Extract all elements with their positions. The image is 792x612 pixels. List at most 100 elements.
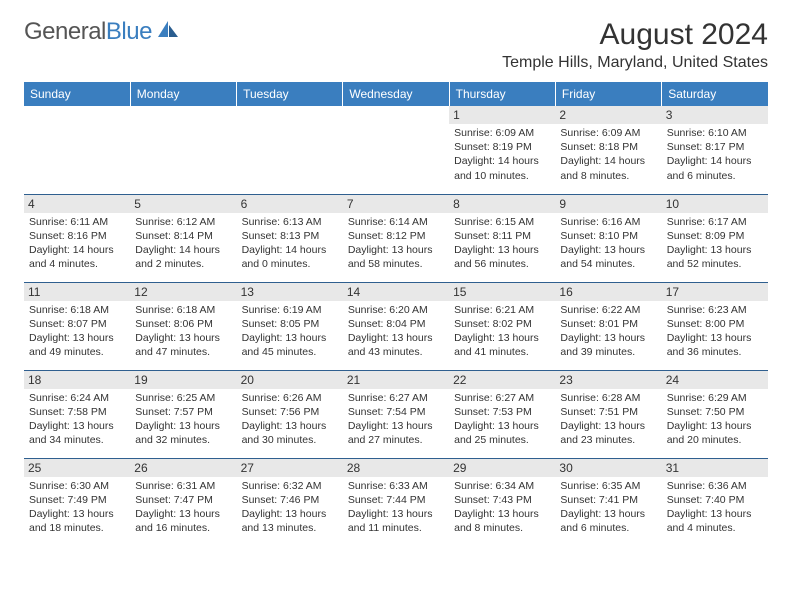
sunrise-text: Sunrise: 6:23 AM bbox=[667, 303, 763, 317]
daylight-text: Daylight: 13 hours bbox=[348, 419, 444, 433]
day-number: 18 bbox=[24, 371, 130, 389]
weekday-header-row: Sunday Monday Tuesday Wednesday Thursday… bbox=[24, 82, 768, 106]
day-number: 14 bbox=[343, 283, 449, 301]
day-number: 23 bbox=[555, 371, 661, 389]
sunrise-text: Sunrise: 6:09 AM bbox=[560, 126, 656, 140]
sunrise-text: Sunrise: 6:15 AM bbox=[454, 215, 550, 229]
sunset-text: Sunset: 7:41 PM bbox=[560, 493, 656, 507]
calendar-cell: 29Sunrise: 6:34 AMSunset: 7:43 PMDayligh… bbox=[449, 458, 555, 546]
calendar-cell: 10Sunrise: 6:17 AMSunset: 8:09 PMDayligh… bbox=[662, 194, 768, 282]
daylight-text: Daylight: 14 hours bbox=[135, 243, 231, 257]
day-number: 29 bbox=[449, 459, 555, 477]
calendar-cell: 17Sunrise: 6:23 AMSunset: 8:00 PMDayligh… bbox=[662, 282, 768, 370]
calendar-table: Sunday Monday Tuesday Wednesday Thursday… bbox=[24, 82, 768, 546]
calendar-cell: 16Sunrise: 6:22 AMSunset: 8:01 PMDayligh… bbox=[555, 282, 661, 370]
sunrise-text: Sunrise: 6:32 AM bbox=[242, 479, 338, 493]
daylight-text: Daylight: 14 hours bbox=[242, 243, 338, 257]
daylight-text: and 16 minutes. bbox=[135, 521, 231, 535]
daylight-text: and 10 minutes. bbox=[454, 169, 550, 183]
sunset-text: Sunset: 8:02 PM bbox=[454, 317, 550, 331]
daylight-text: and 27 minutes. bbox=[348, 433, 444, 447]
calendar-cell: 31Sunrise: 6:36 AMSunset: 7:40 PMDayligh… bbox=[662, 458, 768, 546]
logo-text-a: General bbox=[24, 18, 106, 46]
sunrise-text: Sunrise: 6:34 AM bbox=[454, 479, 550, 493]
daylight-text: Daylight: 13 hours bbox=[454, 331, 550, 345]
daylight-text: Daylight: 13 hours bbox=[560, 507, 656, 521]
calendar-cell: 28Sunrise: 6:33 AMSunset: 7:44 PMDayligh… bbox=[343, 458, 449, 546]
sunset-text: Sunset: 8:04 PM bbox=[348, 317, 444, 331]
daylight-text: and 8 minutes. bbox=[454, 521, 550, 535]
sunrise-text: Sunrise: 6:22 AM bbox=[560, 303, 656, 317]
sunset-text: Sunset: 7:50 PM bbox=[667, 405, 763, 419]
sunrise-text: Sunrise: 6:26 AM bbox=[242, 391, 338, 405]
calendar-cell: 23Sunrise: 6:28 AMSunset: 7:51 PMDayligh… bbox=[555, 370, 661, 458]
day-number: 6 bbox=[237, 195, 343, 213]
daylight-text: Daylight: 13 hours bbox=[29, 331, 125, 345]
logo-text-b: Blue bbox=[106, 18, 152, 46]
day-number: 8 bbox=[449, 195, 555, 213]
title-block: August 2024 Temple Hills, Maryland, Unit… bbox=[502, 18, 768, 72]
sunset-text: Sunset: 7:53 PM bbox=[454, 405, 550, 419]
daylight-text: and 52 minutes. bbox=[667, 257, 763, 271]
day-number: 10 bbox=[662, 195, 768, 213]
sunset-text: Sunset: 8:00 PM bbox=[667, 317, 763, 331]
sunrise-text: Sunrise: 6:28 AM bbox=[560, 391, 656, 405]
day-number: 21 bbox=[343, 371, 449, 389]
day-number: 3 bbox=[662, 106, 768, 124]
calendar-cell: 18Sunrise: 6:24 AMSunset: 7:58 PMDayligh… bbox=[24, 370, 130, 458]
daylight-text: and 23 minutes. bbox=[560, 433, 656, 447]
sunrise-text: Sunrise: 6:14 AM bbox=[348, 215, 444, 229]
daylight-text: and 20 minutes. bbox=[667, 433, 763, 447]
weekday-header: Friday bbox=[555, 82, 661, 106]
weekday-header: Thursday bbox=[449, 82, 555, 106]
calendar-cell: 9Sunrise: 6:16 AMSunset: 8:10 PMDaylight… bbox=[555, 194, 661, 282]
daylight-text: and 58 minutes. bbox=[348, 257, 444, 271]
daylight-text: and 43 minutes. bbox=[348, 345, 444, 359]
calendar-cell: 20Sunrise: 6:26 AMSunset: 7:56 PMDayligh… bbox=[237, 370, 343, 458]
sunrise-text: Sunrise: 6:16 AM bbox=[560, 215, 656, 229]
sunrise-text: Sunrise: 6:27 AM bbox=[348, 391, 444, 405]
day-number: 17 bbox=[662, 283, 768, 301]
day-number: 28 bbox=[343, 459, 449, 477]
header: GeneralBlue August 2024 Temple Hills, Ma… bbox=[24, 18, 768, 72]
day-number: 1 bbox=[449, 106, 555, 124]
sunset-text: Sunset: 8:16 PM bbox=[29, 229, 125, 243]
daylight-text: and 0 minutes. bbox=[242, 257, 338, 271]
calendar-cell: 6Sunrise: 6:13 AMSunset: 8:13 PMDaylight… bbox=[237, 194, 343, 282]
day-number: 11 bbox=[24, 283, 130, 301]
calendar-cell: 5Sunrise: 6:12 AMSunset: 8:14 PMDaylight… bbox=[130, 194, 236, 282]
calendar-cell: 21Sunrise: 6:27 AMSunset: 7:54 PMDayligh… bbox=[343, 370, 449, 458]
calendar-row: 18Sunrise: 6:24 AMSunset: 7:58 PMDayligh… bbox=[24, 370, 768, 458]
daylight-text: Daylight: 13 hours bbox=[29, 419, 125, 433]
sunset-text: Sunset: 7:57 PM bbox=[135, 405, 231, 419]
daylight-text: Daylight: 13 hours bbox=[135, 331, 231, 345]
daylight-text: and 34 minutes. bbox=[29, 433, 125, 447]
sunset-text: Sunset: 8:06 PM bbox=[135, 317, 231, 331]
sunrise-text: Sunrise: 6:27 AM bbox=[454, 391, 550, 405]
sunrise-text: Sunrise: 6:09 AM bbox=[454, 126, 550, 140]
calendar-cell: 27Sunrise: 6:32 AMSunset: 7:46 PMDayligh… bbox=[237, 458, 343, 546]
sunset-text: Sunset: 7:40 PM bbox=[667, 493, 763, 507]
calendar-cell: 1Sunrise: 6:09 AMSunset: 8:19 PMDaylight… bbox=[449, 106, 555, 194]
daylight-text: Daylight: 14 hours bbox=[29, 243, 125, 257]
calendar-cell: 7Sunrise: 6:14 AMSunset: 8:12 PMDaylight… bbox=[343, 194, 449, 282]
day-number: 5 bbox=[130, 195, 236, 213]
calendar-cell: 25Sunrise: 6:30 AMSunset: 7:49 PMDayligh… bbox=[24, 458, 130, 546]
calendar-row: 25Sunrise: 6:30 AMSunset: 7:49 PMDayligh… bbox=[24, 458, 768, 546]
daylight-text: Daylight: 13 hours bbox=[135, 419, 231, 433]
sail-icon bbox=[156, 18, 180, 46]
day-number: 26 bbox=[130, 459, 236, 477]
daylight-text: Daylight: 13 hours bbox=[560, 243, 656, 257]
sunrise-text: Sunrise: 6:25 AM bbox=[135, 391, 231, 405]
daylight-text: and 54 minutes. bbox=[560, 257, 656, 271]
day-number: 24 bbox=[662, 371, 768, 389]
daylight-text: and 25 minutes. bbox=[454, 433, 550, 447]
daylight-text: Daylight: 13 hours bbox=[667, 419, 763, 433]
daylight-text: Daylight: 13 hours bbox=[242, 419, 338, 433]
daylight-text: and 41 minutes. bbox=[454, 345, 550, 359]
day-number: 16 bbox=[555, 283, 661, 301]
weekday-header: Saturday bbox=[662, 82, 768, 106]
sunrise-text: Sunrise: 6:19 AM bbox=[242, 303, 338, 317]
day-number: 4 bbox=[24, 195, 130, 213]
sunset-text: Sunset: 8:05 PM bbox=[242, 317, 338, 331]
